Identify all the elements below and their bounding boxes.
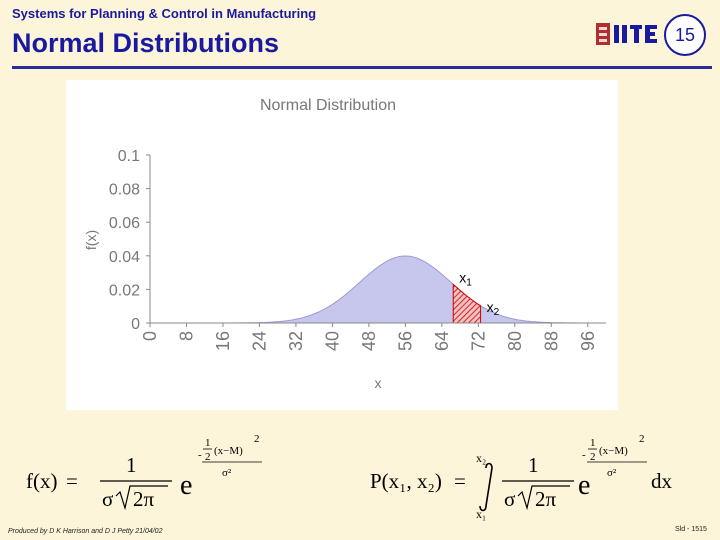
pdf-exp-den: σ² <box>222 467 232 479</box>
prob-sigma: σ <box>504 487 515 511</box>
y-tick-label: 0 <box>131 316 140 333</box>
x-tick-label: 24 <box>249 331 269 351</box>
chart-panel: Normal Distribution 0 0.02 0.04 0.06 0.08 0.1 0… <box>66 80 618 410</box>
slide-number-badge: 15 <box>664 14 706 56</box>
shaded-interval <box>452 283 482 324</box>
prob-exp-den: σ² <box>607 467 617 479</box>
prob-upper-limit: x₂ <box>476 451 486 465</box>
prob-base-e: e <box>578 470 590 501</box>
y-tick-label: 0.06 <box>109 215 140 232</box>
x-tick-label: 40 <box>322 331 342 351</box>
x-tick-label: 56 <box>395 331 415 351</box>
prob-exp-half-den: 2 <box>590 451 596 463</box>
pdf-exp-neg: - <box>198 449 202 461</box>
x-tick-label: 88 <box>541 331 561 351</box>
y-tick-label: 0.08 <box>109 182 140 199</box>
pdf-lhs: f(x) <box>26 469 57 493</box>
x-tick-label: 64 <box>432 331 452 351</box>
footer-credit: Produced by D K Harrison and D J Petty 2… <box>8 528 163 535</box>
prob-equals: = <box>454 469 466 493</box>
prob-radical-sign <box>517 485 570 511</box>
x-axis-label: x <box>375 375 382 391</box>
x-tick-label: 0 <box>140 331 160 341</box>
institution-logo <box>596 23 657 45</box>
pdf-numerator: 1 <box>126 453 137 477</box>
footer-slide-label: Sld - 1515 <box>675 526 707 533</box>
page-title: Normal Distributions <box>12 28 280 58</box>
pdf-exp-power: 2 <box>254 433 260 445</box>
chart-title: Normal Distribution <box>260 97 396 114</box>
y-tick-label: 0.1 <box>118 148 140 165</box>
normal-distribution-chart: Normal Distribution 0 0.02 0.04 0.06 0.08 0.1 0… <box>83 97 606 391</box>
integral-sign <box>479 462 493 512</box>
pdf-exp-half-den: 2 <box>205 451 211 463</box>
probability-formula: P(x₁, x₂) = x₂ x₁ 1 σ 2π e - 1 2 (x−M) 2… <box>368 428 688 533</box>
x-tick-label: 72 <box>468 331 488 351</box>
prob-numerator: 1 <box>528 453 539 477</box>
pdf-formula: f(x) = 1 σ 2π e - 1 2 (x−M) 2 σ² <box>22 428 282 533</box>
x-tick-label: 8 <box>176 331 196 341</box>
title-divider <box>12 66 712 69</box>
density-area <box>150 255 606 324</box>
pdf-sigma: σ <box>102 487 113 511</box>
probability-formula-svg: P(x₁, x₂) = x₂ x₁ 1 σ 2π e - 1 2 (x−M) 2… <box>370 433 673 521</box>
prob-lower-limit: x₁ <box>476 507 486 521</box>
pdf-exp-half-num: 1 <box>205 437 211 449</box>
pdf-formula-svg: f(x) = 1 σ 2π e - 1 2 (x−M) 2 σ² <box>26 433 262 511</box>
prob-root-content: 2π <box>535 487 557 511</box>
prob-exp-neg: - <box>582 449 586 461</box>
pdf-equals: = <box>66 469 78 493</box>
pdf-exp-expr: (x−M) <box>214 445 243 457</box>
annotation-x1: x1 <box>459 269 472 288</box>
prob-lhs: P(x₁, x₂) <box>370 469 442 493</box>
x-tick-label: 16 <box>213 331 233 351</box>
y-tick-label: 0.02 <box>109 282 140 299</box>
x-tick-label: 48 <box>359 331 379 351</box>
pdf-root-content: 2π <box>133 487 155 511</box>
course-title: Systems for Planning & Control in Manufa… <box>12 6 317 21</box>
prob-differential: dx <box>651 469 673 493</box>
pdf-radical-sign <box>115 485 168 511</box>
x-tick-label: 96 <box>578 331 598 351</box>
prob-exp-half-num: 1 <box>590 437 596 449</box>
y-axis-label: f(x) <box>83 230 99 250</box>
pdf-base-e: e <box>180 470 192 501</box>
x-tick-label: 80 <box>505 331 525 351</box>
prob-exp-expr: (x−M) <box>599 445 628 457</box>
prob-exp-power: 2 <box>639 433 645 445</box>
x-tick-label: 32 <box>286 331 306 351</box>
y-tick-label: 0.04 <box>109 249 140 266</box>
